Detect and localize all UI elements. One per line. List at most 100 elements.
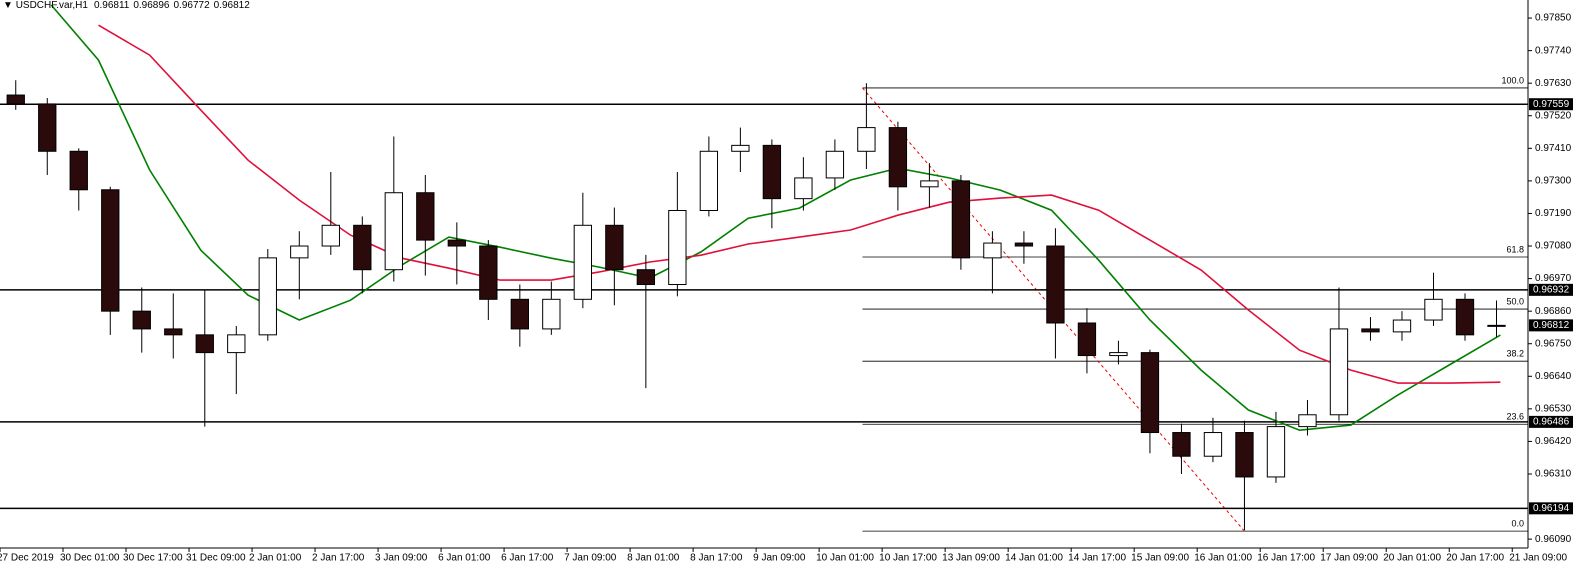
x-tick-label: 20 Jan 17:00 <box>1446 553 1504 564</box>
fibo-label: 50.0 <box>1506 296 1524 306</box>
candle-body <box>1455 298 1475 336</box>
candle-body <box>510 298 529 330</box>
fibo-label: 0.0 <box>1511 518 1524 528</box>
candle-body <box>321 224 340 247</box>
y-tick-label: 0.97850 <box>1535 13 1572 24</box>
menu-arrow: ▼ <box>3 0 16 11</box>
y-tick-label: 0.97410 <box>1535 143 1572 154</box>
price-tag-label: 0.96194 <box>1533 503 1570 514</box>
x-tick-label: 6 Jan 01:00 <box>438 553 491 564</box>
x-tick-label: 3 Jan 09:00 <box>375 553 428 564</box>
candle-body <box>605 224 624 271</box>
y-tick-label: 0.96090 <box>1535 534 1572 545</box>
x-tick-label: 20 Jan 01:00 <box>1383 553 1441 564</box>
candle-body <box>1298 414 1317 428</box>
price-tag-label: 0.96932 <box>1533 284 1570 295</box>
candle-body <box>38 103 57 152</box>
fibo-label: 100.0 <box>1501 75 1524 85</box>
candle-body <box>479 245 498 300</box>
x-tick-label: 17 Jan 09:00 <box>1320 553 1378 564</box>
candle-body <box>384 192 403 271</box>
x-tick-label: 16 Jan 01:00 <box>1194 553 1252 564</box>
y-tick-label: 0.97520 <box>1535 110 1572 121</box>
y-tick-label: 0.97300 <box>1535 176 1572 187</box>
fibo-label: 38.2 <box>1506 349 1524 359</box>
price-tag-label: 0.96812 <box>1533 320 1570 331</box>
x-tick-label: 14 Jan 01:00 <box>1005 553 1063 564</box>
x-tick-label: 21 Jan 09:00 <box>1509 553 1567 564</box>
x-tick-label: 2 Jan 17:00 <box>312 553 365 564</box>
candle-body <box>699 150 719 211</box>
candle-body <box>794 177 813 200</box>
candle-body <box>1392 319 1412 333</box>
candle-body <box>951 180 971 259</box>
candle-body <box>258 257 277 336</box>
candle-body <box>195 334 214 354</box>
y-tick-label: 0.96970 <box>1535 273 1572 284</box>
candle-body <box>542 298 561 330</box>
x-tick-label: 8 Jan 01:00 <box>627 553 680 564</box>
candle-body <box>1424 298 1443 321</box>
high-price: 0.96896 <box>133 0 170 11</box>
x-tick-label: 27 Dec 2019 <box>0 553 54 564</box>
y-tick-label: 0.96420 <box>1535 436 1572 447</box>
y-tick-label: 0.97740 <box>1535 45 1572 56</box>
plot-area: 100.0 61.8 50.0 38.2 23.6 0.0 <box>0 4 1528 532</box>
candle-body <box>857 127 876 152</box>
y-tick-label: 0.96750 <box>1535 338 1572 349</box>
fibo-label: 23.6 <box>1506 412 1524 422</box>
candle-body <box>668 209 687 286</box>
y-tick-label: 0.97190 <box>1535 208 1572 219</box>
candle-body <box>1203 432 1223 457</box>
moving-average <box>50 4 1501 432</box>
candle-body <box>731 144 750 152</box>
candle-body <box>6 94 25 105</box>
price-tag <box>1529 319 1573 332</box>
candle-body <box>1361 328 1380 333</box>
candle-body <box>1235 432 1254 478</box>
y-tick-label: 0.96530 <box>1535 403 1572 414</box>
x-tick-label: 9 Jan 09:00 <box>753 553 806 564</box>
x-tick-label: 10 Jan 17:00 <box>879 553 937 564</box>
close-price: 0.96812 <box>214 0 251 11</box>
y-tick-label: 0.96310 <box>1535 469 1572 480</box>
candle-body <box>164 328 183 336</box>
candle-body <box>101 189 120 312</box>
x-tick-label: 13 Jan 09:00 <box>942 553 1000 564</box>
price-tag-label: 0.96486 <box>1533 417 1570 428</box>
price-tag <box>1529 502 1573 515</box>
candle-body <box>573 224 593 300</box>
candle-body <box>353 224 372 271</box>
open-price: 0.96811 <box>94 0 130 11</box>
x-tick-label: 31 Dec 09:00 <box>186 553 246 564</box>
candle-body <box>1077 322 1097 357</box>
candle-body <box>825 150 845 179</box>
candle-body <box>1172 432 1191 457</box>
x-tick-label: 14 Jan 17:00 <box>1068 553 1126 564</box>
x-tick-label: 8 Jan 17:00 <box>690 553 743 564</box>
fibo-trendline <box>862 87 1245 532</box>
x-tick-label: 10 Jan 01:00 <box>816 553 874 564</box>
candle-body <box>888 127 908 188</box>
x-tick-label: 6 Jan 17:00 <box>501 553 554 564</box>
y-tick-label: 0.97630 <box>1535 78 1572 89</box>
x-tick-label: 30 Dec 17:00 <box>123 553 183 564</box>
candle-body <box>1140 352 1160 434</box>
x-tick-label: 15 Jan 09:00 <box>1131 553 1189 564</box>
candle-body <box>1046 245 1065 324</box>
candle-body <box>1109 352 1128 357</box>
symbol: USDCHF.var,H1 <box>16 0 89 11</box>
candle-body <box>920 180 939 188</box>
header: ▼ USDCHF.var,H1 0.96811 0.96896 0.96772 0.96… <box>3 0 250 11</box>
candle-body <box>447 239 466 247</box>
candle-body <box>1014 242 1034 247</box>
fibo-label: 61.8 <box>1506 244 1524 254</box>
price-tag <box>1529 98 1573 111</box>
candle-body <box>1487 324 1506 327</box>
candle-body <box>290 245 309 259</box>
candle-body <box>227 334 246 354</box>
candle-body <box>983 242 1002 259</box>
price-tag-label: 0.97559 <box>1533 99 1570 110</box>
